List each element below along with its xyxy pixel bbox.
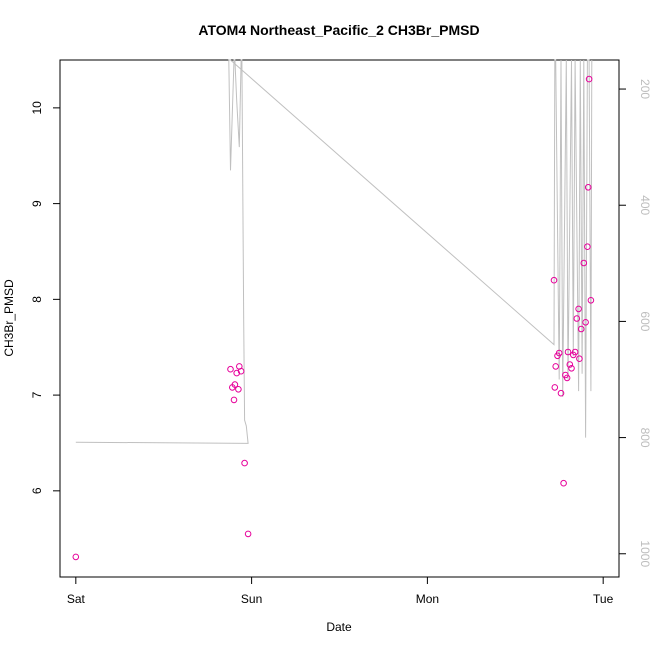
data-point-4 (231, 381, 239, 388)
y-tick-label-3: 9 (30, 200, 44, 207)
data-point-0 (72, 553, 80, 561)
data-point-19 (563, 374, 571, 382)
y-axis-label: CH3Br_PMSD (2, 279, 16, 357)
data-point-17 (560, 479, 567, 487)
pressure-line-series (75, 59, 593, 444)
data-point-24 (571, 348, 579, 356)
data-point-9 (241, 459, 248, 467)
x-tick-label-3: Tue (593, 592, 614, 606)
y2-tick-label-2: 600 (638, 311, 650, 331)
scatter-points (72, 75, 595, 561)
y2-tick-label-1: 400 (638, 195, 650, 215)
y2-axis: 200 400 600 800 1000 (618, 79, 650, 567)
data-point-6 (235, 386, 242, 393)
x-tick-label-0: Sat (67, 592, 86, 606)
y-axis: 6 7 8 9 10 (30, 101, 61, 494)
data-point-12 (551, 384, 559, 391)
y-tick-label-4: 10 (30, 101, 44, 115)
data-point-30 (582, 319, 589, 326)
data-point-31 (584, 243, 591, 250)
y2-tick-label-3: 800 (638, 428, 650, 448)
y-tick-label-1: 7 (30, 391, 44, 398)
data-point-20 (564, 348, 572, 356)
x-tick-label-2: Mon (416, 592, 439, 606)
data-point-10 (244, 530, 252, 538)
data-point-13 (552, 363, 560, 370)
x-axis-label: Date (326, 620, 352, 634)
data-point-21 (566, 361, 574, 368)
data-point-28 (577, 325, 585, 333)
data-point-15 (555, 349, 563, 357)
chart-title: ATOM4 Northeast_Pacific_2 CH3Br_PMSD (198, 22, 479, 38)
plot-frame (59, 59, 620, 578)
data-point-22 (568, 365, 575, 372)
pressure-line (75, 59, 593, 444)
data-point-34 (587, 297, 595, 304)
y2-tick-label-0: 200 (638, 79, 650, 99)
data-point-3 (230, 396, 238, 404)
y-tick-label-0: 6 (30, 487, 44, 494)
x-tick-label-1: Sun (241, 592, 262, 606)
data-point-33 (585, 75, 593, 83)
data-point-25 (573, 315, 581, 322)
data-point-8 (237, 367, 245, 375)
y2-tick-label-4: 1000 (638, 540, 650, 567)
data-point-29 (580, 259, 588, 267)
data-point-27 (576, 355, 583, 363)
data-point-32 (584, 184, 592, 191)
data-point-16 (557, 389, 565, 397)
y-tick-label-2: 8 (30, 296, 44, 303)
data-point-26 (575, 305, 582, 313)
data-point-1 (227, 365, 234, 373)
data-point-11 (550, 276, 558, 284)
x-axis: Sat Sun Mon Tue (67, 576, 614, 606)
